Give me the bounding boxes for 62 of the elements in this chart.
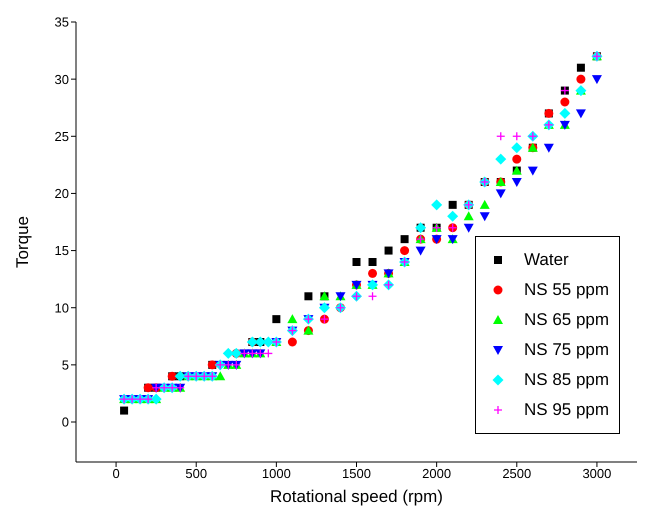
point <box>384 246 393 255</box>
y-axis-title: Torque <box>13 216 32 268</box>
y-tick-label: 15 <box>54 243 69 258</box>
point <box>495 154 506 165</box>
point <box>576 109 586 118</box>
point <box>262 336 274 348</box>
point <box>544 144 554 153</box>
point <box>496 132 506 141</box>
point <box>287 314 298 324</box>
y-tick-label: 0 <box>62 414 69 430</box>
point <box>272 315 280 324</box>
point <box>560 98 570 106</box>
point <box>304 292 312 300</box>
x-axis-title: Rotational speed (rpm) <box>270 487 443 506</box>
legend-label: NS 55 ppm <box>524 280 610 300</box>
x-tick-label: 2000 <box>422 466 452 482</box>
point <box>120 406 128 415</box>
legend-label: Water <box>524 250 569 270</box>
point <box>368 268 378 278</box>
x-tick-label: 1500 <box>342 466 371 482</box>
point <box>464 211 474 220</box>
point <box>288 338 297 346</box>
point <box>400 246 410 256</box>
legend-label: NS 65 ppm <box>524 310 610 330</box>
point <box>222 348 234 359</box>
point <box>448 200 457 209</box>
point <box>512 178 522 187</box>
y-tick-label: 20 <box>54 186 69 202</box>
y-tick-label: 25 <box>54 128 69 144</box>
point <box>480 212 490 222</box>
legend-label: NS 95 ppm <box>524 400 610 420</box>
point <box>416 246 426 256</box>
point <box>368 258 377 266</box>
point <box>512 154 522 164</box>
x-tick-label: 1000 <box>262 466 291 482</box>
point <box>400 235 409 244</box>
point <box>511 142 522 154</box>
point <box>447 210 458 222</box>
legend-label: NS 75 ppm <box>524 340 610 360</box>
y-tick-label: 30 <box>54 72 69 87</box>
point <box>352 258 360 266</box>
point <box>431 199 442 210</box>
point <box>512 132 522 141</box>
x-tick-label: 0 <box>112 466 120 482</box>
point <box>576 74 586 84</box>
point <box>592 75 602 84</box>
x-tick-label: 500 <box>185 466 208 482</box>
point <box>464 224 474 233</box>
y-tick-label: 10 <box>54 300 69 316</box>
y-tick-label: 35 <box>54 14 69 30</box>
point <box>215 371 226 380</box>
legend-label: NS 85 ppm <box>524 370 610 390</box>
point <box>496 189 506 198</box>
point <box>528 166 538 176</box>
point <box>368 292 378 301</box>
point <box>576 64 585 72</box>
point <box>559 108 570 119</box>
x-tick-label: 2500 <box>502 466 532 482</box>
x-tick-label: 3000 <box>582 466 612 482</box>
point <box>264 348 273 358</box>
point <box>480 200 490 209</box>
y-tick-label: 5 <box>62 357 69 372</box>
